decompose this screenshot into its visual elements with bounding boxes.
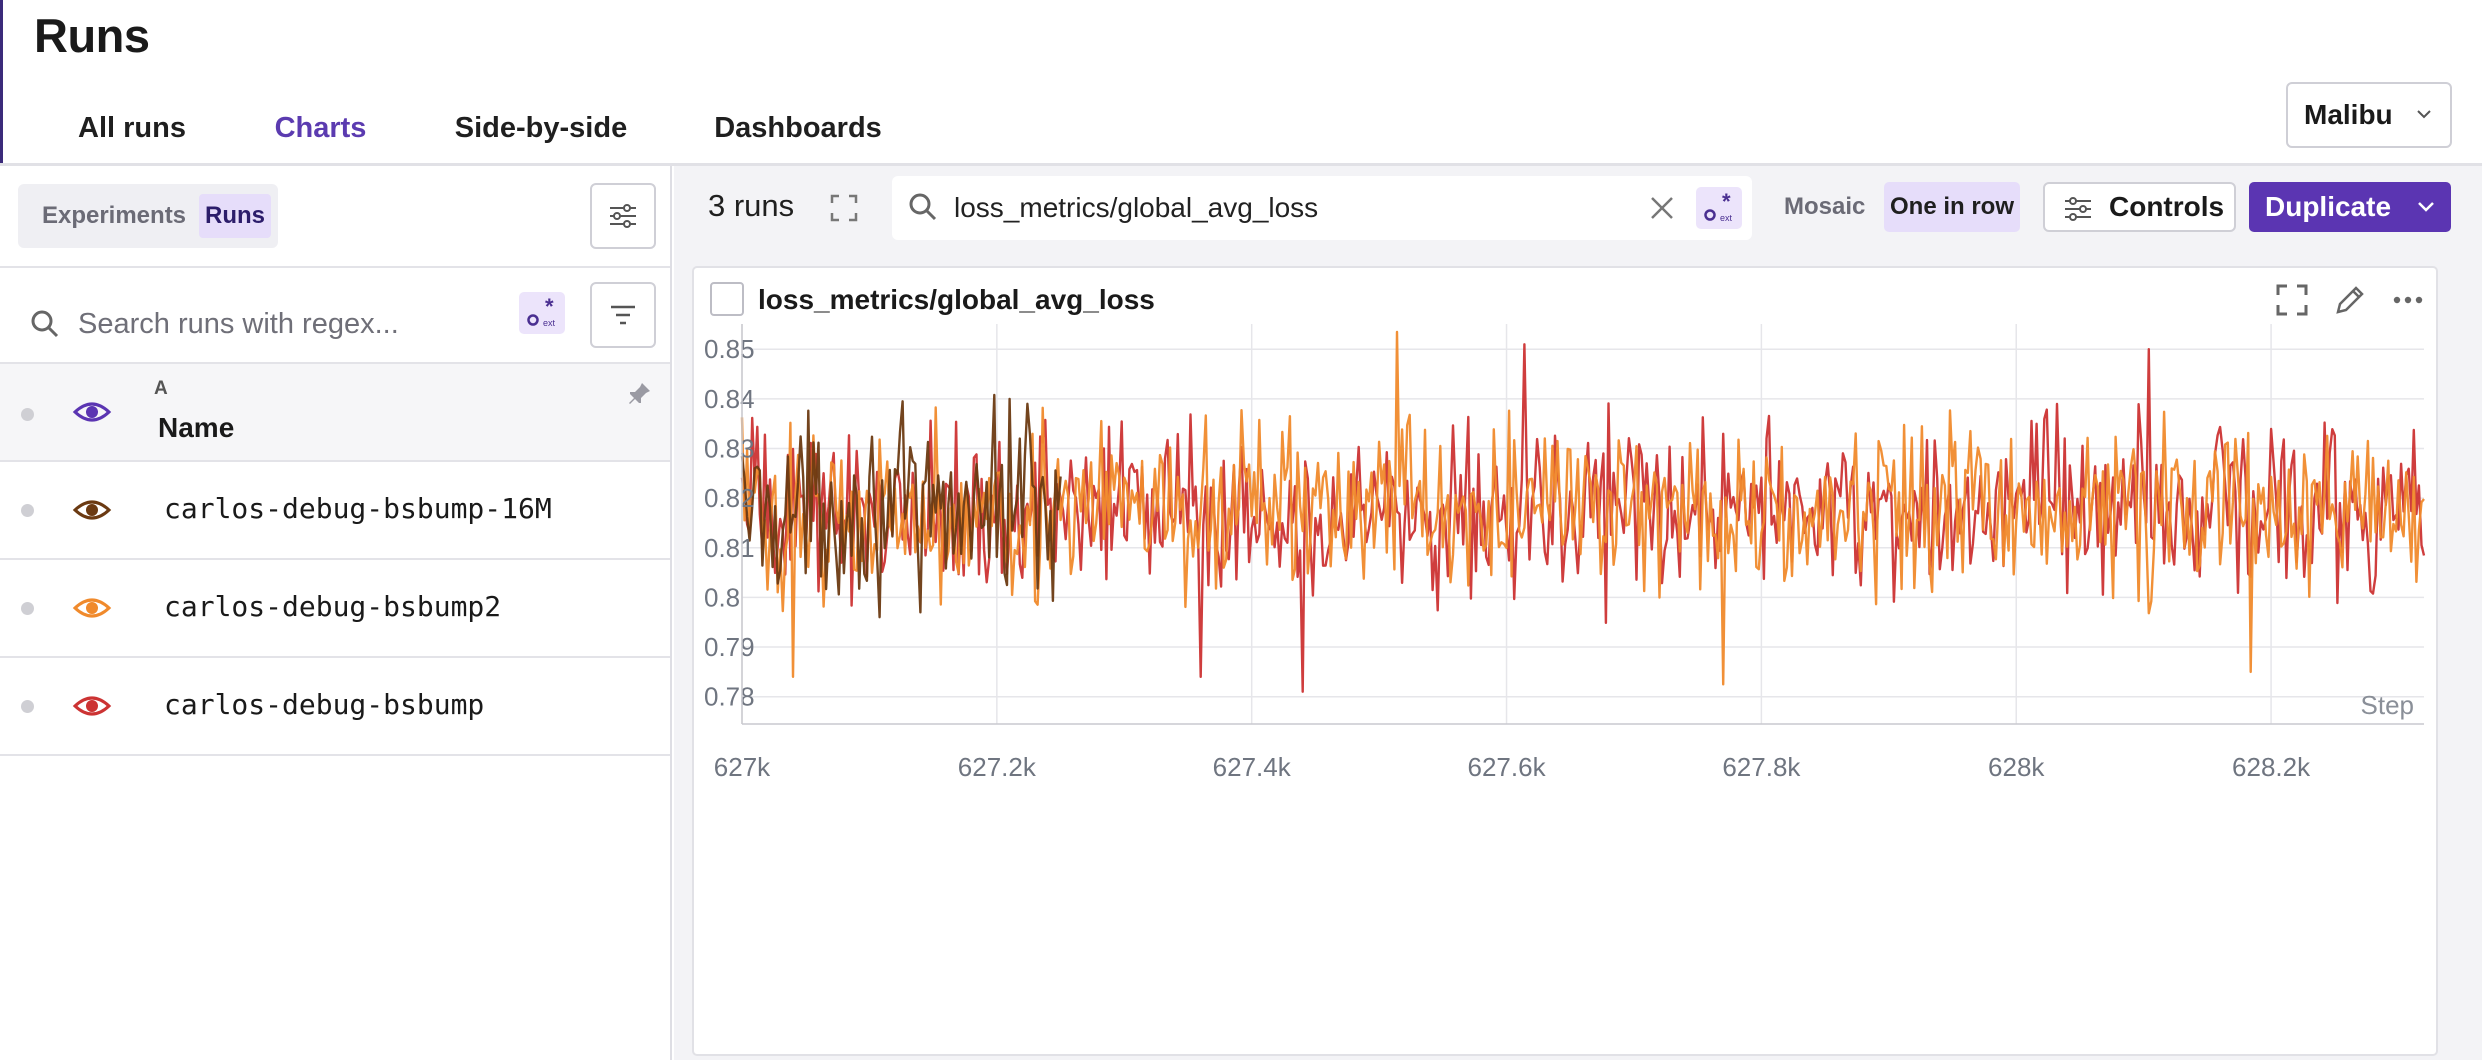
tabs-divider (0, 163, 2482, 166)
tab-side-by-side[interactable]: Side-by-side (454, 111, 628, 144)
run-name[interactable]: carlos-debug-bsbump (164, 688, 485, 721)
y-tick-label: 0.82 (704, 483, 755, 513)
x-tick-label: 627.8k (1722, 752, 1801, 782)
main-tabs: All runs Charts Side-by-side Dashboards (0, 90, 2482, 169)
edit-button[interactable] (2330, 280, 2370, 320)
svg-text:ext: ext (543, 318, 556, 328)
duplicate-label: Duplicate (2265, 191, 2392, 222)
y-tick-label: 0.84 (704, 384, 755, 414)
search-icon (909, 193, 937, 221)
toggle-runs[interactable]: Runs (199, 194, 271, 238)
search-icon (31, 310, 59, 338)
one-in-row-option[interactable]: One in row (1884, 182, 2020, 232)
run-row[interactable]: carlos-debug-bsbump-16M (0, 462, 670, 560)
regex-icon: * ext (527, 294, 556, 328)
eye-icon[interactable] (72, 396, 112, 428)
chevron-down-icon (2418, 202, 2434, 212)
table-settings-button[interactable] (590, 183, 656, 249)
page-title: Runs (34, 9, 150, 62)
sliders-icon (2065, 197, 2091, 221)
metric-search-input[interactable] (954, 186, 1634, 230)
x-tick-label: 627.6k (1468, 752, 1547, 782)
series-line-carlos-debug-bsbump2 (740, 330, 2425, 686)
series-line-carlos-debug-bsbump-16M (740, 393, 1062, 619)
fullscreen-button[interactable] (2272, 280, 2312, 320)
status-dot (21, 602, 34, 615)
run-search (30, 294, 590, 354)
runs-table-header: A Name (0, 362, 670, 462)
filter-icon (611, 305, 635, 325)
sliders-icon (610, 204, 636, 228)
runs-sidebar: Experiments Runs * ext A Name (0, 166, 672, 1060)
run-name[interactable]: carlos-debug-bsbump-16M (164, 492, 552, 525)
tab-all-runs[interactable]: All runs (78, 111, 186, 144)
svg-text:ext: ext (1720, 213, 1733, 223)
expand-icon[interactable] (830, 194, 858, 222)
svg-text:*: * (1722, 189, 1731, 214)
y-tick-label: 0.83 (704, 434, 755, 464)
status-dot (21, 408, 34, 421)
run-row[interactable]: carlos-debug-bsbump2 (0, 560, 670, 658)
mosaic-option[interactable]: Mosaic (1784, 193, 1866, 220)
y-tick-label: 0.78 (704, 682, 755, 712)
filter-button[interactable] (590, 282, 656, 348)
name-column-header[interactable]: Name (158, 412, 235, 443)
chart-title: loss_metrics/global_avg_loss (758, 284, 1155, 315)
x-axis-label: Step (2361, 690, 2415, 720)
eye-icon[interactable] (72, 690, 112, 722)
run-name[interactable]: carlos-debug-bsbump2 (164, 590, 502, 623)
regex-toggle[interactable]: * ext (519, 292, 565, 334)
view-toggle: Experiments Runs (18, 184, 278, 248)
x-tick-label: 628.2k (2232, 752, 2311, 782)
controls-label: Controls (2109, 191, 2225, 222)
regex-toggle[interactable]: * ext (1696, 187, 1742, 229)
line-chart: 0.78 0.79 0.8 0.81 0.82 0.83 0.84 0.85 627k 627.2… (704, 324, 2426, 782)
eye-icon[interactable] (72, 494, 112, 526)
metric-search: * ext (892, 176, 1752, 240)
fullscreen-icon (2276, 284, 2308, 316)
runs-count: 3 runs (708, 188, 795, 223)
close-icon[interactable] (1648, 194, 1676, 222)
pencil-icon (2336, 286, 2364, 314)
more-options-button[interactable] (2388, 280, 2428, 320)
project-selector[interactable]: Malibu (2286, 82, 2452, 148)
svg-text:*: * (545, 294, 554, 319)
regex-icon: * ext (1704, 189, 1733, 223)
status-dot (21, 700, 34, 713)
x-tick-label: 627.2k (958, 752, 1037, 782)
sidebar-divider (0, 266, 670, 270)
project-selector-label: Malibu (2304, 99, 2393, 130)
y-tick-label: 0.79 (704, 632, 755, 662)
sort-indicator[interactable]: A (154, 378, 168, 399)
more-horizontal-icon (2393, 296, 2423, 304)
y-tick-label: 0.8 (704, 582, 740, 612)
y-tick-label: 0.85 (704, 334, 755, 364)
duplicate-button[interactable]: Duplicate (2249, 182, 2451, 232)
pin-icon[interactable] (628, 382, 652, 406)
x-tick-label: 627k (714, 752, 771, 782)
chevron-down-icon (2417, 110, 2431, 119)
toggle-experiments[interactable]: Experiments (41, 202, 187, 229)
controls-button[interactable]: Controls (2043, 182, 2236, 232)
chart-card: loss_metrics/global_avg_loss 0.78 0.79 0.8… (692, 266, 2438, 1056)
status-dot (21, 504, 34, 517)
eye-icon[interactable] (72, 592, 112, 624)
chart-select-checkbox[interactable] (710, 282, 744, 316)
tab-charts[interactable]: Charts (230, 90, 411, 169)
x-tick-label: 628k (1988, 752, 2045, 782)
run-row[interactable]: carlos-debug-bsbump (0, 658, 670, 756)
run-search-input[interactable] (78, 307, 518, 341)
y-tick-label: 0.81 (704, 533, 755, 563)
tab-dashboards[interactable]: Dashboards (714, 111, 882, 144)
x-tick-label: 627.4k (1213, 752, 1292, 782)
